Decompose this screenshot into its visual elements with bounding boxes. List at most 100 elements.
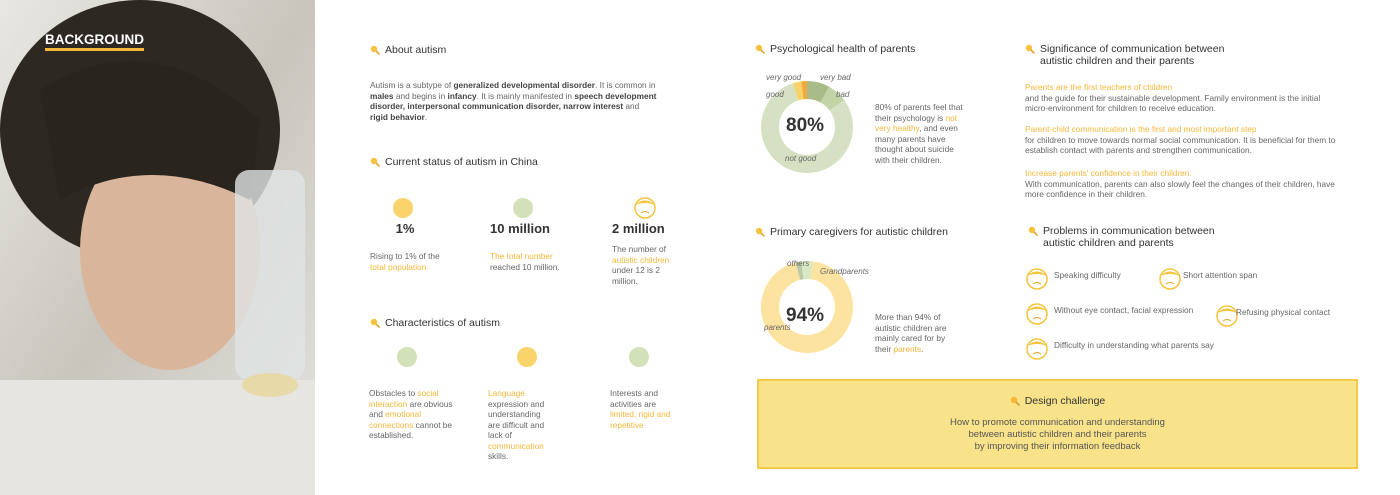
stat-value: 2 million	[612, 221, 665, 236]
text-run: under 12 is 2 million.	[612, 265, 660, 286]
text-run: males	[370, 90, 394, 101]
icon	[1026, 268, 1048, 290]
text-run: Language	[488, 388, 525, 398]
icon-shape	[513, 198, 533, 218]
caregivers-text: More than 94% of autistic children are m…	[875, 312, 955, 354]
icon-shape	[640, 211, 650, 214]
donut-segment	[820, 86, 845, 111]
text-run: total population	[370, 261, 427, 272]
icon-shape	[1032, 317, 1042, 320]
significance-item: Parents are the first teachers of childr…	[1025, 82, 1337, 114]
donut-center: 80%	[786, 115, 825, 136]
problem-text: Short attention span	[1183, 270, 1258, 280]
title-text: Current status of autism in China	[385, 156, 538, 168]
stat-text: Rising to 1% of the total population	[370, 251, 450, 272]
item-text: With communication, parents can also slo…	[1025, 178, 1335, 200]
text-run: and begins in	[393, 90, 448, 101]
icon	[517, 347, 537, 367]
icon-shape	[1165, 282, 1175, 285]
problem-text: Without eye contact, facial expression	[1054, 305, 1194, 315]
icon	[1216, 305, 1238, 327]
icon	[629, 347, 649, 367]
stat-value: 10 million	[490, 221, 550, 236]
stat-text: The number of autistic children under 12…	[612, 244, 674, 286]
icon-shape	[1217, 308, 1237, 313]
text-run: The total number	[490, 251, 553, 261]
donut-caregivers: others Grandparents parents 94%	[750, 250, 870, 360]
icon-shape	[393, 198, 413, 218]
photo	[0, 0, 315, 495]
page-title: BACKGROUND	[45, 33, 144, 51]
text-run: speech development disorder, interperson…	[370, 90, 657, 112]
item-text: for children to move towards normal soci…	[1025, 134, 1336, 156]
text-run: social interaction	[369, 388, 439, 409]
icon-shape	[1222, 319, 1232, 322]
characteristic-text: Interests and activities are limited, ri…	[610, 388, 676, 430]
icon	[513, 198, 533, 218]
icon	[1159, 268, 1181, 290]
item-heading: Increase parents' confidence in their ch…	[1025, 168, 1192, 178]
challenge-text: How to promote communication and underst…	[759, 417, 1356, 453]
text-run: . It is common in	[595, 80, 656, 90]
segment-label: not good	[785, 154, 817, 163]
segment-label: bad	[836, 90, 850, 99]
icon-shape	[517, 347, 537, 367]
icon	[1026, 303, 1048, 325]
icon-shape	[635, 200, 655, 205]
characteristic-text: Language expression and understanding ar…	[488, 388, 554, 462]
section-title: Psychological health of parents	[755, 43, 915, 55]
title-text: Significance of communication between au…	[1040, 43, 1225, 67]
text-run: Obstacles to	[369, 388, 418, 398]
title-text: Primary caregivers for autistic children	[770, 226, 948, 238]
title-text: Characteristics of autism	[385, 317, 500, 329]
stat-value: 1%	[395, 221, 415, 236]
donut-segment	[801, 81, 807, 100]
title-text: Design challenge	[1024, 395, 1106, 407]
donut-segment	[807, 81, 830, 103]
text-run: expression and understanding are difficu…	[488, 398, 545, 441]
text-run: More than 94% of autistic children are m…	[875, 312, 947, 354]
text-run: infancy	[447, 90, 477, 101]
icon-shape	[1027, 271, 1047, 276]
text-run: cannot be established.	[369, 419, 453, 441]
text-run: are obvious and	[369, 398, 453, 420]
icon-shape	[1032, 282, 1042, 285]
icon	[393, 198, 413, 218]
section-title: About autism	[370, 44, 446, 56]
problem-text: Difficulty in understanding what parents…	[1054, 340, 1214, 350]
text-run: The number of	[612, 244, 666, 254]
icon-shape	[1027, 306, 1047, 311]
item-heading: Parents are the first teachers of childr…	[1025, 82, 1173, 92]
title-text: About autism	[385, 44, 447, 56]
segment-label: very good	[766, 73, 802, 82]
icon-shape	[397, 347, 417, 367]
text-run: skills.	[488, 451, 509, 461]
donut-segment	[761, 261, 853, 353]
challenge-line: by improving their information feedback	[974, 441, 1141, 452]
stat-text: The total number reached 10 million.	[490, 251, 570, 272]
segment-label: others	[787, 259, 810, 268]
problem-text: Speaking difficulty	[1054, 270, 1121, 280]
text-run: Interests and activities are	[610, 388, 658, 409]
text-run: Autism is a subtype of	[370, 80, 454, 90]
text-run: .	[921, 343, 924, 354]
text-run: and	[623, 101, 640, 111]
segment-label: good	[766, 90, 784, 99]
about-text: Autism is a subtype of generalized devel…	[370, 80, 658, 122]
psychology-text: 80% of parents feel that their psycholog…	[875, 102, 963, 165]
text-run: reached 10 million.	[490, 261, 560, 272]
text-run: generalized developmental disorder	[453, 80, 596, 90]
icon	[1026, 338, 1048, 360]
text-run: parents	[893, 343, 922, 354]
title-text: Psychological health of parents	[770, 43, 916, 55]
characteristic-text: Obstacles to social interaction are obvi…	[369, 388, 459, 441]
donut-segment	[801, 261, 813, 280]
icon-shape	[1027, 341, 1047, 346]
text-run: rigid behavior	[370, 111, 425, 122]
text-run: communication	[488, 440, 544, 451]
challenge-line: How to promote communication and underst…	[950, 417, 1165, 428]
donut	[761, 81, 853, 174]
donut	[761, 261, 853, 353]
text-run: . It is mainly manifested in	[476, 90, 575, 101]
